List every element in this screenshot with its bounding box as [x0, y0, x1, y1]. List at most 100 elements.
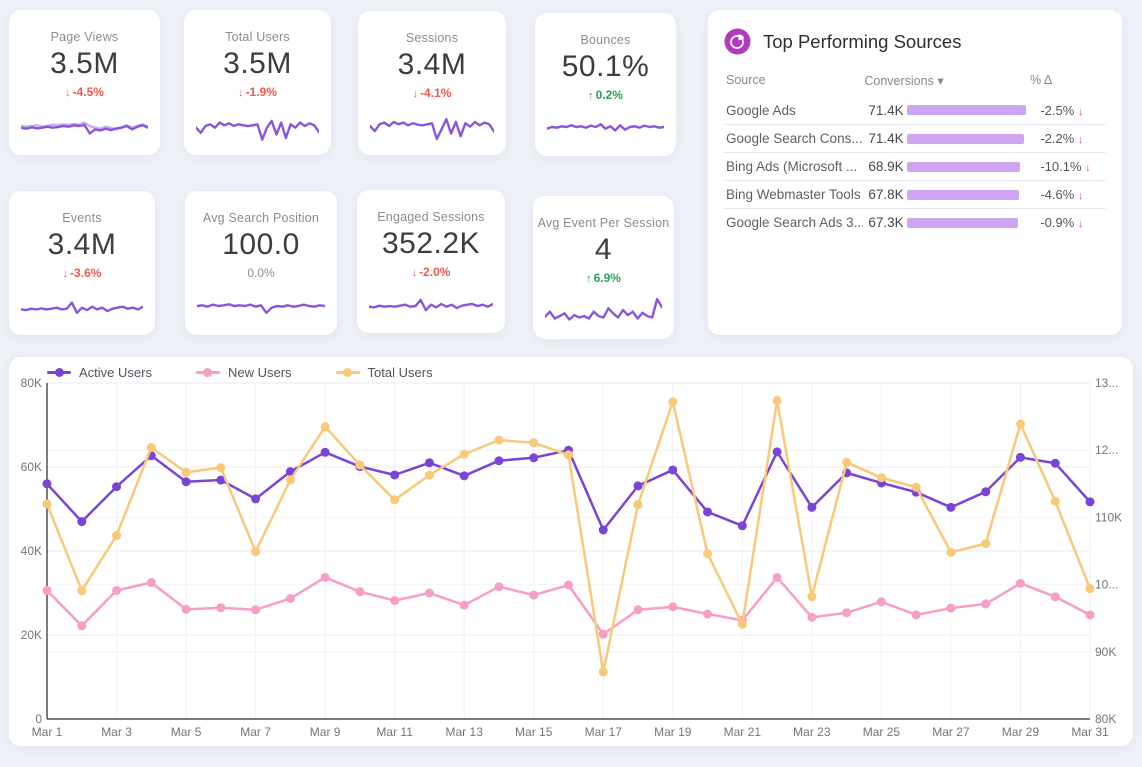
- svg-text:Mar 13: Mar 13: [446, 725, 484, 739]
- svg-text:Mar 17: Mar 17: [585, 725, 623, 739]
- legend-marker-icon: [335, 368, 360, 378]
- svg-text:Mar 25: Mar 25: [863, 725, 901, 739]
- column-header-change: % Δ: [1030, 73, 1053, 87]
- table-row[interactable]: Bing Ads (Microsoft ... 68.9K -10.1% ↓: [724, 152, 1106, 180]
- kpi-title: Engaged Sessions: [377, 210, 485, 224]
- svg-text:Mar 11: Mar 11: [376, 725, 413, 739]
- percent-change: -2.5% ↓: [1040, 102, 1084, 118]
- legend-label: Total Users: [367, 365, 433, 380]
- legend-marker-icon: [195, 368, 220, 378]
- percent-change: -4.6% ↓: [1040, 187, 1084, 202]
- kpi-delta: ↓ -2.0%: [411, 265, 451, 279]
- pie-chart-icon: [724, 28, 751, 55]
- arrow-down-icon: ↓: [65, 87, 71, 99]
- sparkline-chart: [21, 289, 143, 323]
- kpi-value: 352.2K: [381, 227, 481, 260]
- sort-caret-icon: ▾: [937, 74, 944, 88]
- kpi-title: Avg Event Per Session: [537, 216, 670, 230]
- svg-text:110K: 110K: [1095, 510, 1122, 524]
- kpi-title: Avg Search Position: [202, 211, 320, 225]
- sparkline-chart: [196, 109, 319, 143]
- svg-text:40K: 40K: [21, 544, 42, 558]
- svg-text:60K: 60K: [21, 460, 42, 474]
- source-name: Bing Webmaster Tools: [726, 187, 861, 202]
- sparkline-chart: [547, 110, 664, 144]
- source-name: Google Search Ads 3...: [726, 215, 864, 230]
- panel-title: Top Performing Sources: [763, 30, 962, 52]
- arrow-down-icon: ↓: [238, 87, 244, 99]
- kpi-card-avg-event-per-session: Avg Event Per Session 4 ↑ 6.9%: [533, 196, 674, 339]
- svg-text:13...: 13...: [1095, 376, 1118, 390]
- column-header-conversions-sort[interactable]: Conversions ▾: [864, 74, 944, 88]
- svg-text:Mar 3: Mar 3: [101, 725, 132, 739]
- svg-text:80K: 80K: [1095, 712, 1116, 726]
- kpi-card-avg-search-position: Avg Search Position 100.0 0.0%: [185, 191, 337, 335]
- kpi-title: Sessions: [405, 31, 459, 45]
- svg-text:Mar 21: Mar 21: [724, 725, 762, 739]
- table-row[interactable]: Google Ads 71.4K -2.5% ↓: [724, 96, 1106, 124]
- svg-text:Mar 9: Mar 9: [310, 725, 341, 739]
- svg-text:12...: 12...: [1095, 443, 1118, 457]
- sparkline-chart: [545, 293, 662, 327]
- table-row[interactable]: Google Search Cons... 71.4K -2.2% ↓: [724, 124, 1106, 152]
- legend-label: New Users: [227, 365, 292, 380]
- kpi-value: 50.1%: [561, 50, 650, 83]
- conversions-bar: [906, 161, 1029, 172]
- conversions-value: 71.4K: [868, 131, 904, 146]
- arrow-down-icon: ↓: [1077, 218, 1084, 230]
- legend-item-active-users[interactable]: Active Users: [47, 365, 152, 380]
- svg-text:Mar 19: Mar 19: [654, 725, 692, 739]
- sparkline-chart: [370, 109, 494, 143]
- svg-text:0: 0: [35, 712, 42, 726]
- conversions-value: 68.9K: [868, 159, 904, 174]
- sparkline-chart: [197, 289, 325, 323]
- svg-text:Mar 15: Mar 15: [515, 725, 553, 739]
- svg-text:10...: 10...: [1095, 578, 1118, 592]
- svg-text:Mar 27: Mar 27: [932, 725, 970, 739]
- arrow-down-icon: ↓: [1077, 134, 1084, 146]
- arrow-up-icon: ↑: [588, 90, 594, 102]
- conversions-value: 67.3K: [868, 215, 904, 230]
- conversions-value: 67.8K: [868, 187, 904, 202]
- sparkline-chart: [369, 287, 493, 321]
- svg-text:Mar 7: Mar 7: [240, 725, 271, 739]
- svg-text:Mar 29: Mar 29: [1002, 725, 1040, 739]
- arrow-down-icon: ↓: [411, 267, 418, 279]
- arrow-down-icon: ↓: [1085, 162, 1091, 174]
- top-sources-panel: Top Performing Sources Source Conversion…: [708, 10, 1122, 335]
- kpi-value: 3.4M: [47, 228, 117, 261]
- kpi-delta: 0.0%: [247, 266, 275, 280]
- legend-item-total-users[interactable]: Total Users: [335, 365, 433, 380]
- timeseries-chart: 80K60K40K20K013...12...110K10...90K80KMa…: [21, 376, 1123, 739]
- kpi-card-sessions: Sessions 3.4M ↓ -4.1%: [358, 11, 506, 155]
- svg-text:Mar 31: Mar 31: [1071, 725, 1109, 739]
- kpi-value: 3.4M: [397, 48, 467, 81]
- percent-change: -2.2% ↓: [1040, 131, 1084, 146]
- conversions-bar: [906, 105, 1029, 115]
- svg-text:80K: 80K: [21, 376, 42, 390]
- sources-table: Google Ads 71.4K -2.5% ↓ Google Search Cons…: [724, 96, 1106, 236]
- kpi-delta: ↓ -4.1%: [412, 86, 452, 100]
- source-name: Bing Ads (Microsoft ...: [726, 159, 858, 174]
- kpi-delta: ↓ -4.5%: [65, 85, 104, 99]
- arrow-up-icon: ↑: [586, 273, 592, 285]
- svg-text:90K: 90K: [1095, 645, 1116, 659]
- kpi-title: Bounces: [580, 33, 631, 47]
- kpi-value: 4: [594, 233, 613, 266]
- table-row[interactable]: Bing Webmaster Tools 67.8K -4.6% ↓: [724, 180, 1106, 208]
- table-row[interactable]: Google Search Ads 3... 67.3K -0.9% ↓: [724, 208, 1106, 236]
- column-header-source: Source: [726, 73, 766, 87]
- kpi-card-events: Events 3.4M ↓ -3.6%: [9, 191, 155, 335]
- kpi-value: 3.5M: [223, 47, 292, 80]
- svg-text:Mar 1: Mar 1: [32, 725, 63, 739]
- conversions-bar: [906, 217, 1029, 228]
- legend-item-new-users[interactable]: New Users: [195, 365, 292, 380]
- legend-label: Active Users: [79, 365, 152, 380]
- source-name: Google Ads: [726, 102, 796, 118]
- kpi-delta: ↑ 0.2%: [588, 88, 623, 102]
- kpi-title: Events: [62, 211, 102, 225]
- kpi-card-page-views: Page Views 3.5M ↓ -4.5%: [9, 10, 160, 155]
- chart-legend: Active Users New Users Total Users: [47, 365, 433, 380]
- svg-text:Mar 23: Mar 23: [793, 725, 831, 739]
